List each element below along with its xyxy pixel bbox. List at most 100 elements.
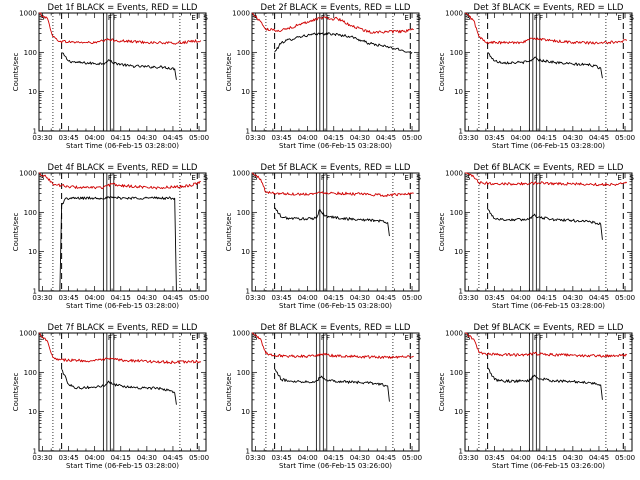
x-tick-label: 04:00 [511,294,531,302]
plot-frame [38,12,207,132]
x-tick-label: 05:00 [189,454,209,462]
x-tick-label: 04:15 [537,134,557,142]
y-tick-label: 1 [33,448,37,456]
plot-frame [464,12,633,132]
x-tick-label: 03:30 [32,454,52,462]
event-marker-label: S [204,174,209,182]
y-axis-label: Counts/sec [12,213,20,252]
x-tick-label: 04:45 [163,134,183,142]
lld-trace [38,172,201,190]
event-marker-label: S [466,334,471,342]
chart-panel: Det 8f BLACK = Events, RED = LLD 1 10 100 10… [225,323,422,470]
y-axis-label: Counts/sec [12,53,20,92]
y-tick-label: 10 [454,248,463,256]
event-marker-label: E [191,334,195,342]
event-marker-label: S [204,334,209,342]
event-marker-label: S [253,174,258,182]
x-tick-label: 04:15 [324,294,344,302]
event-marker-label: S [630,14,635,22]
chart-title: Det 5f BLACK = Events, RED = LLD [261,163,411,173]
y-tick-label: 100 [237,369,250,377]
chart-panel: Det 5f BLACK = Events, RED = LLD 1 10 100 10… [225,163,422,310]
x-tick-label: 03:45 [484,294,504,302]
x-axis-label: Start Time (06-Feb-15 03:28:00) [66,142,179,150]
lld-trace [252,332,414,359]
events-trace [59,196,177,292]
x-axis-label: Start Time (06-Feb-15 03:28:00) [492,142,605,150]
x-tick-label: 04:45 [589,294,609,302]
y-axis-label: Counts/sec [225,373,233,412]
x-tick-label: 04:30 [350,294,370,302]
x-tick-label: 04:45 [589,454,609,462]
y-axis-label: Counts/sec [438,53,446,92]
y-tick-label: 100 [24,49,37,57]
x-tick-label: 04:30 [137,134,157,142]
chart-panel: Det 2f BLACK = Events, RED = LLD 1 10 100 10… [225,3,422,150]
x-tick-label: 03:45 [58,454,78,462]
events-trace [487,367,603,400]
x-tick-label: 05:00 [402,454,422,462]
x-axis-label: Start Time (06-Feb-15 03:26:00) [492,462,605,470]
chart-panel: Det 6f BLACK = Events, RED = LLD 1 10 100 10… [438,163,635,310]
x-tick-label: 04:30 [137,294,157,302]
event-marker-label: S [40,334,45,342]
x-tick-label: 04:45 [376,134,396,142]
x-tick-label: 04:00 [298,294,318,302]
event-marker-label: S [417,334,422,342]
x-tick-label: 03:30 [458,134,478,142]
event-marker-label: F [108,334,112,342]
x-tick-label: 04:00 [511,134,531,142]
y-tick-label: 1000 [232,170,250,178]
event-marker-label: S [466,174,471,182]
y-tick-label: 1000 [445,10,463,18]
lld-trace [251,12,414,34]
x-axis-label: Start Time (06-Feb-15 03:28:00) [66,462,179,470]
event-marker-label: F [539,14,543,22]
x-tick-label: 04:15 [111,294,131,302]
x-tick-label: 03:30 [32,294,52,302]
x-tick-label: 03:30 [245,294,265,302]
y-tick-label: 100 [450,209,463,217]
x-tick-label: 05:00 [615,294,635,302]
chart-title: Det 3f BLACK = Events, RED = LLD [474,3,624,13]
events-trace [274,207,390,237]
event-marker-label: E [617,14,621,22]
y-tick-label: 10 [28,248,37,256]
y-tick-label: 10 [241,408,250,416]
x-tick-label: 03:30 [245,134,265,142]
event-marker-label: F [108,174,112,182]
y-tick-label: 1000 [232,10,250,18]
plot-frame [251,12,420,132]
plot-frame [251,172,420,292]
y-tick-label: 1000 [445,330,463,338]
plot-frame [464,332,633,452]
x-tick-label: 03:45 [58,294,78,302]
event-marker-label: F [539,334,543,342]
x-tick-label: 03:45 [271,454,291,462]
x-tick-label: 04:15 [111,134,131,142]
x-tick-label: 05:00 [402,134,422,142]
event-marker-label: F [326,174,330,182]
y-tick-label: 100 [450,49,463,57]
x-tick-label: 03:30 [245,454,265,462]
x-tick-label: 04:30 [137,454,157,462]
event-marker-label: S [466,14,471,22]
y-tick-label: 100 [237,209,250,217]
x-tick-label: 04:15 [324,134,344,142]
y-tick-label: 1000 [232,330,250,338]
event-marker-label: F [326,334,330,342]
y-tick-label: 1 [33,128,37,136]
x-tick-label: 05:00 [615,454,635,462]
y-tick-label: 100 [237,49,250,57]
x-tick-label: 04:15 [324,454,344,462]
y-tick-label: 100 [24,209,37,217]
event-marker-label: E [404,334,408,342]
x-tick-label: 04:00 [85,134,105,142]
y-tick-label: 1 [246,448,250,456]
event-marker-label: S [417,174,422,182]
chart-title: Det 1f BLACK = Events, RED = LLD [48,3,198,13]
plot-frame [464,172,633,292]
chart-panel: Det 4f BLACK = Events, RED = LLD 1 10 100 10… [12,163,209,310]
event-marker-label: F [534,14,538,22]
